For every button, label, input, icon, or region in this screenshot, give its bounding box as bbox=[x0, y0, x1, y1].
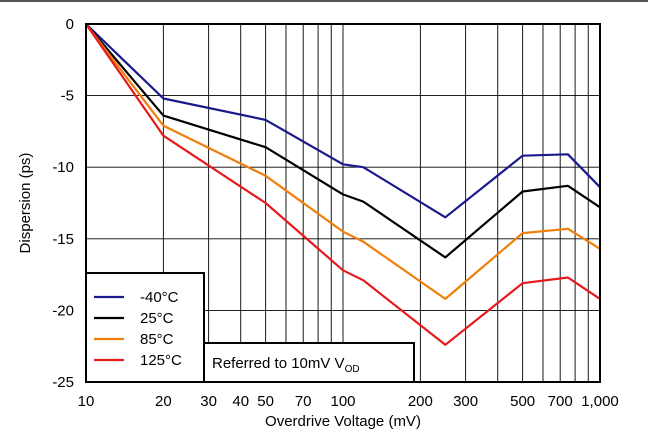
annotation-box: Referred to 10mV VOD bbox=[203, 342, 415, 383]
series-line bbox=[85, 23, 601, 346]
top-border-line bbox=[0, 0, 648, 2]
annotation-text: Referred to 10mV VOD bbox=[212, 355, 360, 375]
series-lines bbox=[85, 23, 601, 346]
x-axis-title: Overdrive Voltage (mV) bbox=[265, 413, 421, 430]
x-tick-label: 100 bbox=[330, 393, 355, 410]
x-tick-label: 1,000 bbox=[581, 393, 619, 410]
x-tick-label: 500 bbox=[510, 393, 535, 410]
y-tick-label: -15 bbox=[52, 231, 74, 248]
x-tick-label: 10 bbox=[78, 393, 95, 410]
y-tick-label: 0 bbox=[66, 16, 74, 33]
y-tick-label: -25 bbox=[52, 374, 74, 391]
y-tick-label: -10 bbox=[52, 159, 74, 176]
y-tick-labels: 0 -5 -10 -15 -20 -25 bbox=[52, 16, 74, 391]
x-tick-label: 20 bbox=[155, 393, 172, 410]
x-tick-label: 700 bbox=[548, 393, 573, 410]
x-tick-label: 50 bbox=[257, 393, 274, 410]
legend: -40°C 25°C 85°C 125°C bbox=[85, 272, 205, 383]
annotation-frame bbox=[203, 342, 415, 383]
legend-label: 125°C bbox=[140, 352, 182, 369]
y-tick-label: -5 bbox=[61, 88, 74, 105]
x-tick-label: 70 bbox=[295, 393, 312, 410]
x-tick-label: 30 bbox=[200, 393, 217, 410]
annotation-subscript: OD bbox=[345, 364, 360, 375]
series-line bbox=[85, 23, 601, 259]
x-tick-label: 40 bbox=[232, 393, 249, 410]
legend-frame bbox=[85, 272, 205, 383]
legend-label: -40°C bbox=[140, 289, 179, 306]
x-tick-labels: 10 20 30 40 50 70 100 200 300 500 700 1,000 bbox=[78, 393, 619, 410]
series-line bbox=[85, 23, 601, 300]
annotation-main: Referred to 10mV V bbox=[212, 355, 345, 372]
y-axis-title: Dispersion (ps) bbox=[17, 153, 34, 254]
x-tick-label: 200 bbox=[408, 393, 433, 410]
legend-label: 85°C bbox=[140, 331, 174, 348]
series-line bbox=[85, 23, 601, 219]
y-tick-label: -20 bbox=[52, 302, 74, 319]
grid bbox=[86, 24, 600, 382]
legend-label: 25°C bbox=[140, 310, 174, 327]
x-tick-label: 300 bbox=[453, 393, 478, 410]
